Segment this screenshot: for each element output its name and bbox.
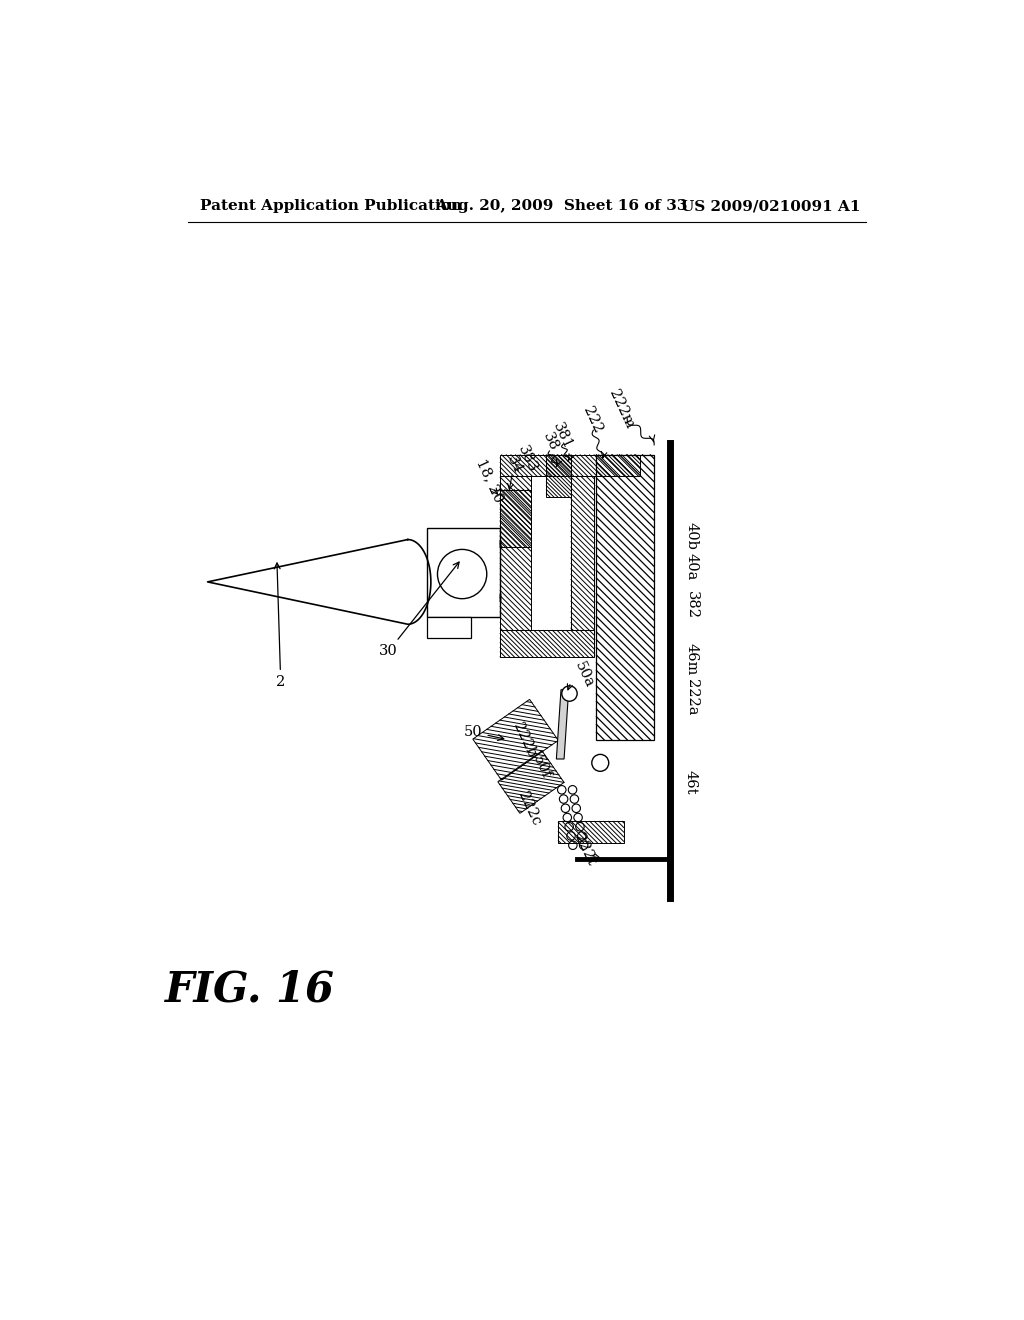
Bar bbox=[427, 616, 471, 638]
Text: 381: 381 bbox=[550, 420, 574, 451]
Bar bbox=[547, 455, 571, 498]
Text: 50: 50 bbox=[464, 725, 504, 741]
Text: 50a: 50a bbox=[571, 659, 596, 689]
Text: 34: 34 bbox=[504, 454, 524, 477]
Text: Patent Application Publication: Patent Application Publication bbox=[200, 199, 462, 213]
Text: 46t: 46t bbox=[683, 770, 697, 795]
Text: 18, 20: 18, 20 bbox=[474, 457, 506, 504]
Text: 222m: 222m bbox=[606, 388, 637, 432]
Text: 2: 2 bbox=[274, 562, 286, 689]
Text: 222: 222 bbox=[581, 405, 605, 436]
Circle shape bbox=[562, 686, 578, 701]
Text: FIG. 16: FIG. 16 bbox=[165, 969, 335, 1011]
Text: 382: 382 bbox=[685, 591, 699, 619]
Polygon shape bbox=[556, 689, 568, 759]
Text: 222a: 222a bbox=[685, 680, 699, 715]
Text: US 2009/0210091 A1: US 2009/0210091 A1 bbox=[681, 199, 860, 213]
Bar bbox=[500, 490, 531, 548]
Text: 383: 383 bbox=[516, 444, 541, 474]
Text: 46m: 46m bbox=[685, 643, 699, 675]
Text: 222b: 222b bbox=[510, 719, 539, 759]
Text: 38: 38 bbox=[540, 430, 560, 453]
Text: 222t: 222t bbox=[571, 832, 598, 869]
Text: 30: 30 bbox=[379, 562, 459, 659]
Bar bbox=[427, 528, 500, 616]
Circle shape bbox=[592, 755, 608, 771]
Bar bbox=[596, 455, 654, 739]
Bar bbox=[571, 477, 594, 631]
Text: 40a: 40a bbox=[685, 553, 699, 581]
Text: 40b: 40b bbox=[685, 521, 699, 549]
Bar bbox=[500, 631, 594, 657]
Text: 222c: 222c bbox=[515, 789, 544, 829]
Text: 50f: 50f bbox=[529, 752, 553, 780]
Bar bbox=[500, 455, 640, 477]
Text: Aug. 20, 2009  Sheet 16 of 33: Aug. 20, 2009 Sheet 16 of 33 bbox=[435, 199, 687, 213]
Bar bbox=[500, 477, 531, 631]
